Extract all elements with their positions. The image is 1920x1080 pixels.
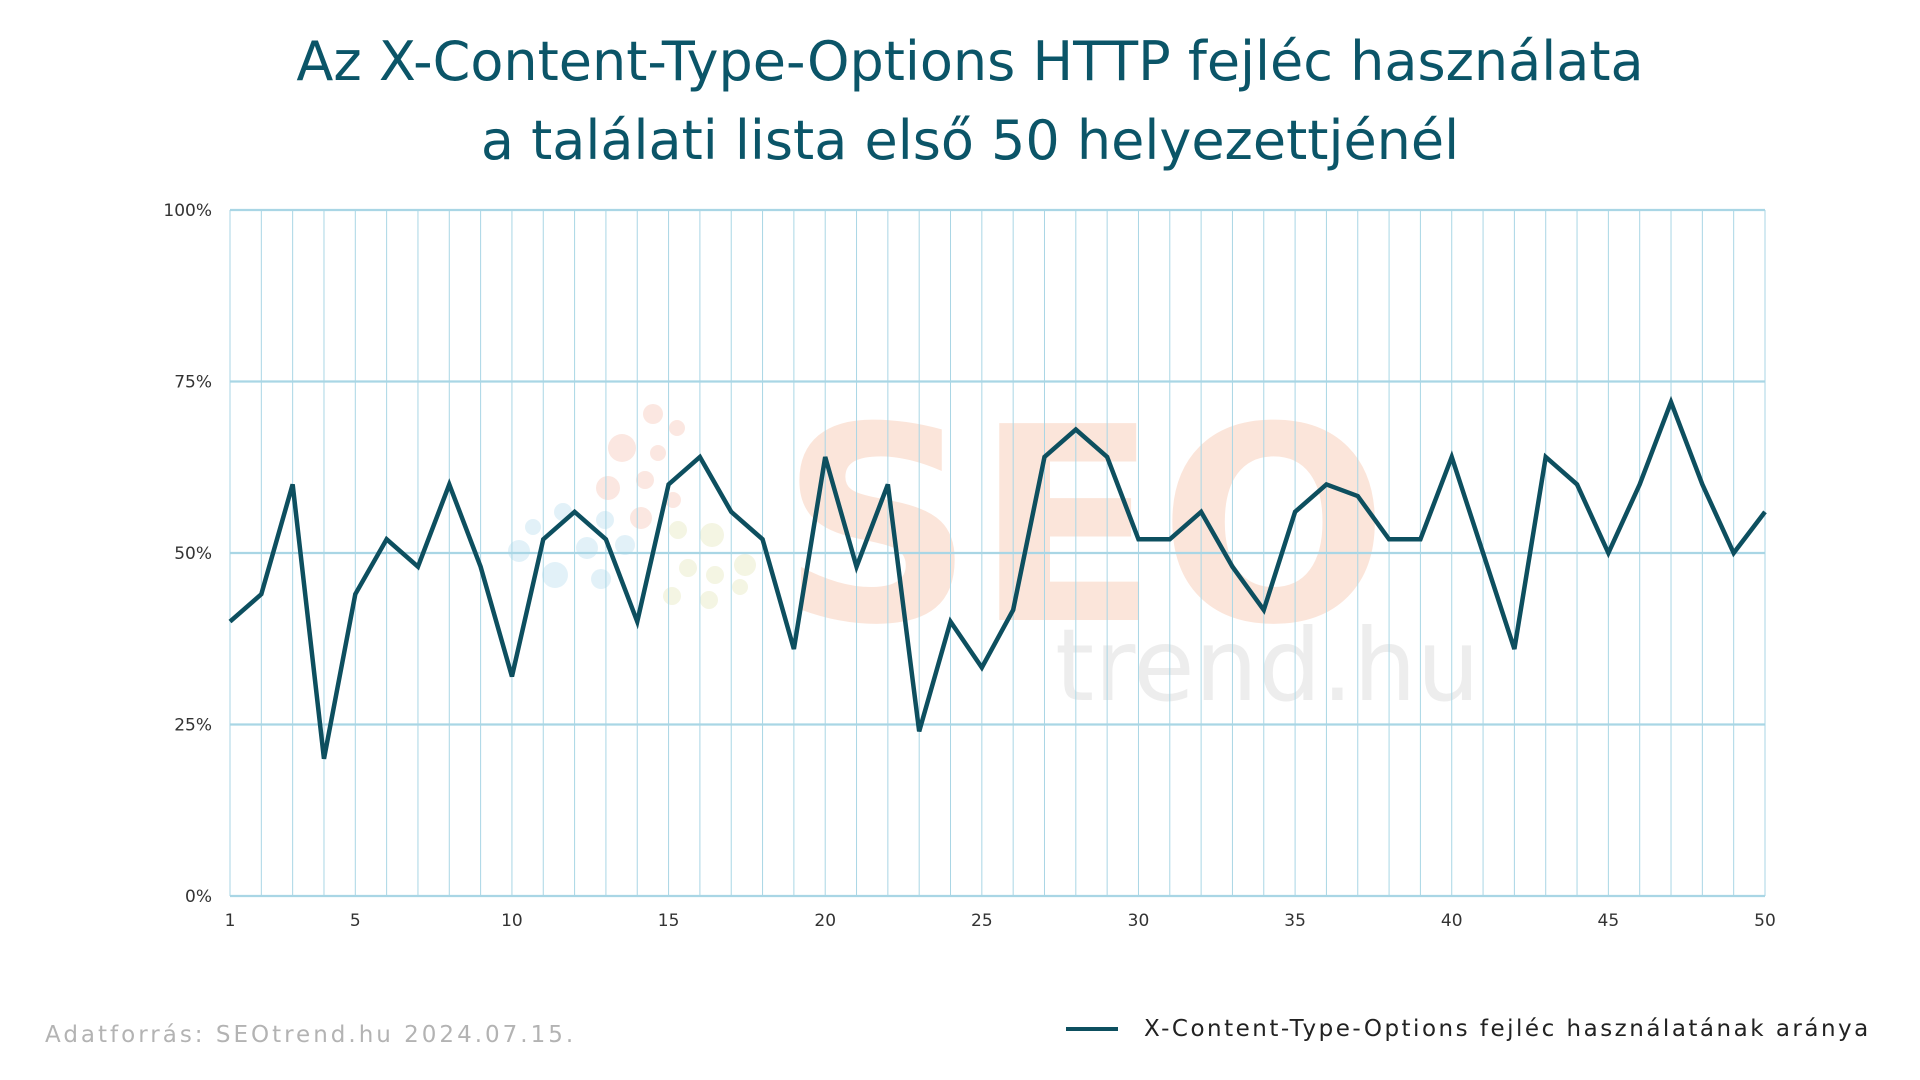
series-line — [228, 395, 1767, 760]
chart-title-line-2: a találati lista első 50 helyezettjénél — [480, 109, 1460, 172]
x-tick-label: 35 — [1284, 911, 1306, 931]
legend-series-label: X-Content-Type-Options fejléc használatá… — [1144, 1016, 1871, 1042]
chart-legend: X-Content-Type-Options fejléc használatá… — [1066, 1016, 1871, 1042]
x-axis: 1 5 10 15 20 25 30 35 40 45 50 — [225, 911, 1776, 931]
y-tick-label: 0% — [185, 887, 212, 907]
watermark-dots — [508, 404, 756, 609]
y-tick-label: 75% — [174, 373, 212, 393]
x-tick-label: 45 — [1598, 911, 1620, 931]
chart-grid — [229, 208, 1766, 898]
watermark-trend-text: trend.hu — [1055, 607, 1480, 724]
y-tick-label: 25% — [174, 716, 212, 736]
x-tick-label: 1 — [225, 911, 236, 931]
legend-line-swatch — [1066, 1027, 1118, 1031]
x-tick-label: 5 — [350, 911, 361, 931]
x-tick-label: 50 — [1754, 911, 1776, 931]
y-axis: 0% 25% 50% 75% 100% — [163, 201, 212, 907]
series-layer — [228, 395, 1767, 760]
chart-title: Az X-Content-Type-Options HTTP fejléc ha… — [0, 22, 1920, 180]
x-tick-label: 30 — [1128, 911, 1150, 931]
watermark-seo-text: SEO — [780, 369, 1388, 684]
x-tick-label: 40 — [1441, 911, 1463, 931]
x-tick-label: 15 — [658, 911, 680, 931]
x-tick-label: 20 — [814, 911, 836, 931]
seotrend-watermark-logo: SEO trend.hu — [508, 369, 1480, 724]
data-source-note: Adatforrás: SEOtrend.hu 2024.07.15. — [45, 1022, 577, 1048]
y-tick-label: 100% — [163, 201, 212, 221]
x-tick-label: 10 — [501, 911, 523, 931]
chart-title-line-1: Az X-Content-Type-Options HTTP fejléc ha… — [296, 30, 1644, 93]
watermark-seo-letters: SEO — [780, 369, 1388, 684]
x-tick-label: 25 — [971, 911, 993, 931]
y-tick-label: 50% — [174, 544, 212, 564]
